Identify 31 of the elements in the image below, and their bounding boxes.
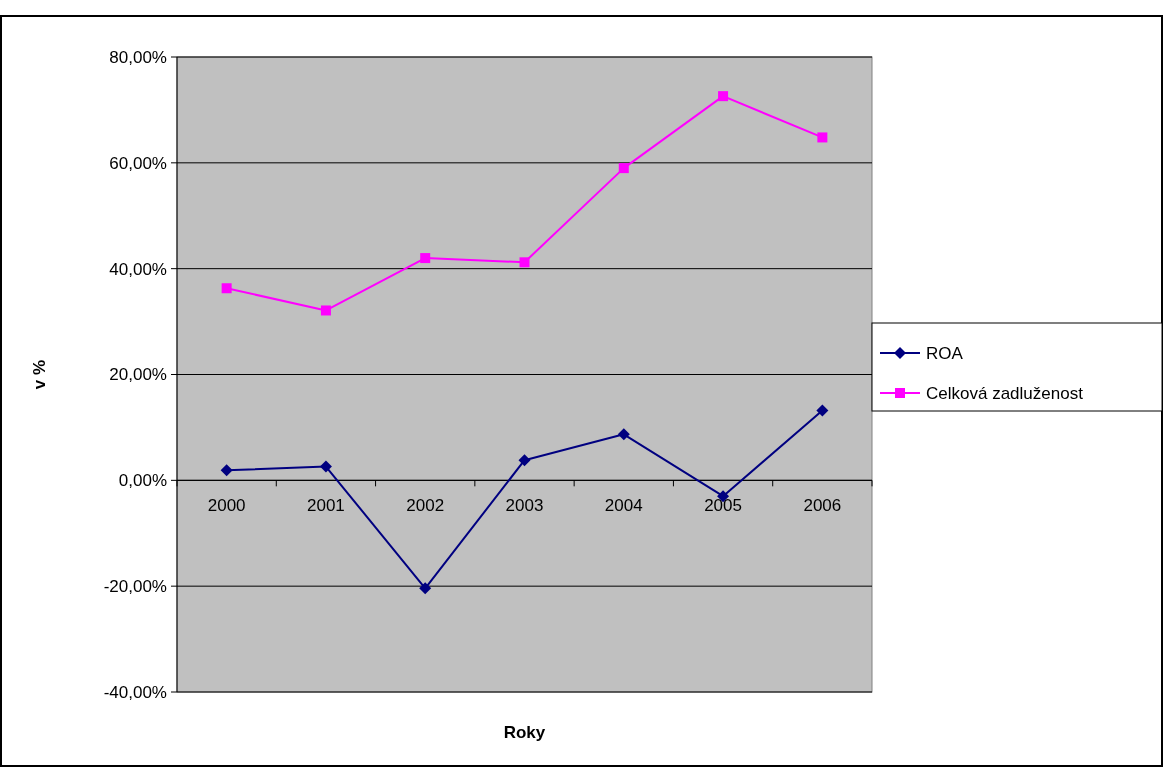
- y-tick-label: 20,00%: [109, 365, 167, 385]
- point: [718, 91, 729, 102]
- point: [617, 428, 630, 441]
- x-tick-label: 2003: [505, 496, 544, 516]
- point: [220, 464, 233, 477]
- legend-label: Celková zadluženost: [926, 383, 1084, 403]
- point: [419, 582, 432, 595]
- x-tick-label: 2000: [207, 496, 246, 516]
- x-tick-label: 2001: [307, 496, 345, 516]
- y-tick-label: 80,00%: [109, 47, 167, 67]
- x-axis-title: Roky: [503, 723, 546, 742]
- point: [518, 454, 531, 467]
- point: [817, 132, 828, 143]
- point: [519, 257, 530, 268]
- y-tick-label: -40,00%: [103, 682, 167, 702]
- x-tick-label: 2004: [604, 496, 643, 516]
- y-tick-label: 60,00%: [109, 153, 167, 173]
- point: [319, 460, 332, 473]
- x-tick-label: 2006: [803, 496, 842, 516]
- y-tick-label: 40,00%: [109, 259, 167, 279]
- point: [320, 305, 331, 316]
- point: [221, 283, 232, 294]
- y-tick-label: -20,00%: [103, 577, 167, 597]
- x-tick-label: 2005: [704, 496, 742, 516]
- point: [420, 253, 431, 264]
- point: [618, 163, 629, 174]
- y-axis-title: v %: [30, 359, 49, 390]
- legend-label: ROA: [926, 343, 964, 363]
- x-tick-label: 2002: [406, 496, 445, 516]
- point: [816, 404, 829, 417]
- y-tick-label: 0,00%: [118, 471, 167, 491]
